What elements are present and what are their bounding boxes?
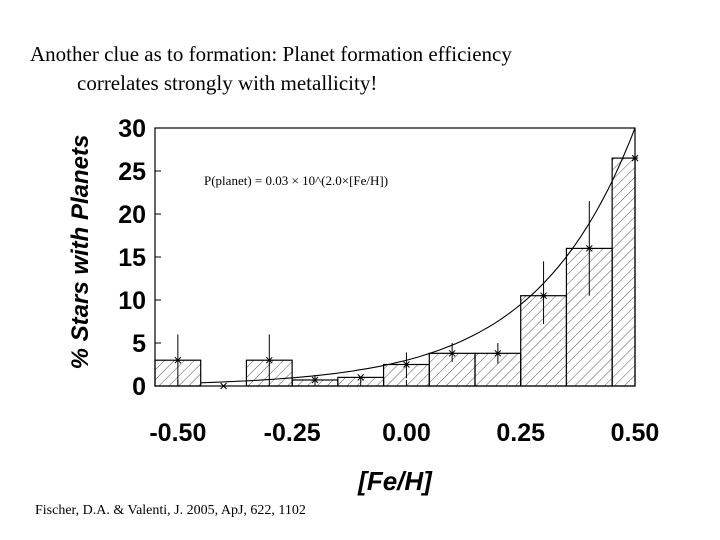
x-tick-label-2: 0.00	[382, 419, 431, 447]
citation: Fischer, D.A. & Valenti, J. 2005, ApJ, 6…	[35, 503, 306, 518]
y-tick-label-2: 10	[118, 287, 146, 315]
title-line-1: Another clue as to formation: Planet for…	[30, 42, 512, 66]
slide-title: Another clue as to formation: Planet for…	[30, 40, 710, 98]
title-line-2: correlates strongly with metallicity!	[77, 71, 378, 95]
y-tick-label-3: 15	[118, 244, 146, 272]
x-axis-label: [Fe/H]	[357, 466, 433, 496]
data-marker-5	[403, 361, 410, 368]
data-marker-3	[311, 376, 319, 384]
data-marker-4	[357, 374, 365, 381]
fit-equation-annotation: P(planet) = 0.03 × 10^(2.0×[Fe/H])	[204, 173, 388, 188]
y-tick-label-6: 30	[118, 115, 146, 143]
data-marker-7	[494, 349, 502, 357]
data-marker-8	[540, 292, 547, 300]
x-tick-label-4: 0.50	[611, 419, 660, 447]
x-tick-label-1: -0.25	[264, 419, 321, 447]
data-marker-6	[448, 349, 456, 357]
data-marker-2	[265, 356, 273, 364]
y-axis-label: % Stars with Planets	[67, 135, 94, 370]
y-tick-label-5: 25	[118, 158, 146, 186]
x-tick-label-0: -0.50	[149, 419, 206, 447]
data-marker-0	[174, 356, 182, 364]
data-marker-9	[585, 245, 593, 252]
y-tick-label-0: 0	[132, 373, 146, 401]
y-tick-label-1: 5	[132, 330, 146, 358]
x-tick-label-3: 0.25	[496, 419, 545, 447]
y-tick-label-4: 20	[118, 201, 146, 229]
histogram-bar-10	[611, 157, 636, 387]
fit-curve	[200, 127, 636, 384]
